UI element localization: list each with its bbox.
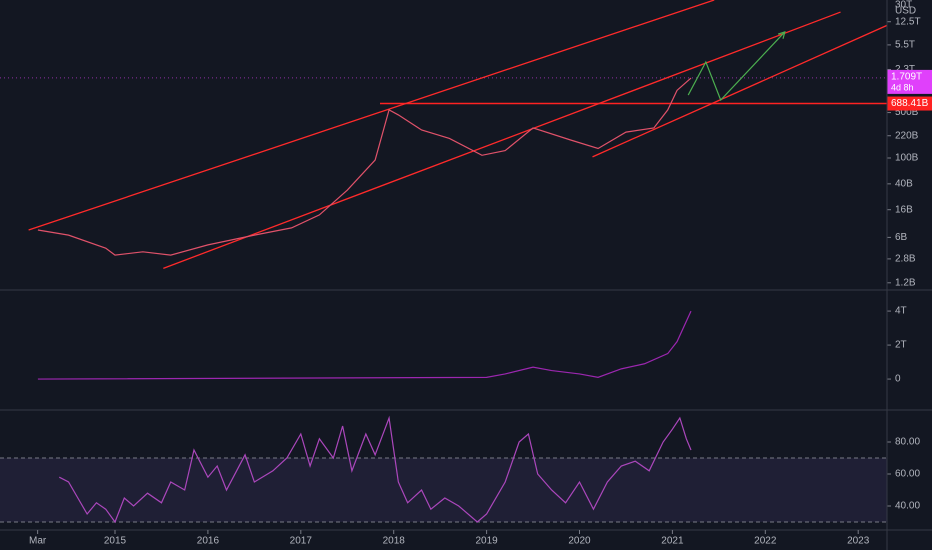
y-tick-label: 100B [895, 153, 919, 164]
y-tick-label: 4T [895, 306, 907, 317]
price-tag [887, 96, 932, 111]
y-tick-label: 30T [895, 0, 912, 11]
x-tick-label: 2015 [104, 536, 127, 547]
last-price-tag [887, 69, 932, 94]
x-tick-label: 2020 [568, 536, 591, 547]
arrow-head [777, 31, 786, 39]
series-line [58, 415, 692, 524]
plot-area [37, 310, 692, 380]
plot-area [0, 0, 887, 269]
y-tick-label: 80.00 [895, 437, 920, 448]
x-tick-label: 2019 [475, 536, 498, 547]
x-tick-label: 2022 [754, 536, 777, 547]
price-tag-label: 688.41B [891, 98, 929, 109]
y-tick-label: 16B [895, 204, 913, 215]
y-tick-label: 2T [895, 340, 907, 351]
y-tick-label: 60.00 [895, 469, 920, 480]
x-tick-label: 2021 [661, 536, 684, 547]
x-tick-label: 2017 [290, 536, 313, 547]
trendline [163, 11, 841, 269]
series-line [37, 77, 692, 256]
rsi-band [0, 458, 887, 522]
x-tick-label: Mar [29, 536, 47, 547]
y-tick-label: 220B [895, 130, 919, 141]
y-tick-label: 0 [895, 374, 901, 385]
trendline [592, 24, 887, 158]
projection-arrow [687, 31, 786, 102]
y-tick-label: 2.3T [895, 64, 915, 75]
currency-label: USD [895, 6, 916, 17]
countdown-label: 4d 8h [891, 82, 914, 92]
y-tick-label: 2.8B [895, 254, 916, 265]
x-tick-label: 2016 [197, 536, 220, 547]
y-tick-label: 40B [895, 178, 913, 189]
x-tick-label: 2018 [383, 536, 406, 547]
y-tick-label: 5.5T [895, 40, 915, 51]
y-tick-label: 12.5T [895, 16, 921, 27]
trendline [28, 0, 715, 231]
last-price-label: 1.709T [891, 72, 922, 83]
y-tick-label: 40.00 [895, 501, 920, 512]
series-line [37, 310, 692, 380]
y-tick-label: 6B [895, 232, 908, 243]
x-tick-label: 2023 [847, 536, 870, 547]
y-tick-label: 1.2B [895, 277, 916, 288]
y-tick-label: 500B [895, 107, 919, 118]
plot-area [0, 415, 887, 524]
